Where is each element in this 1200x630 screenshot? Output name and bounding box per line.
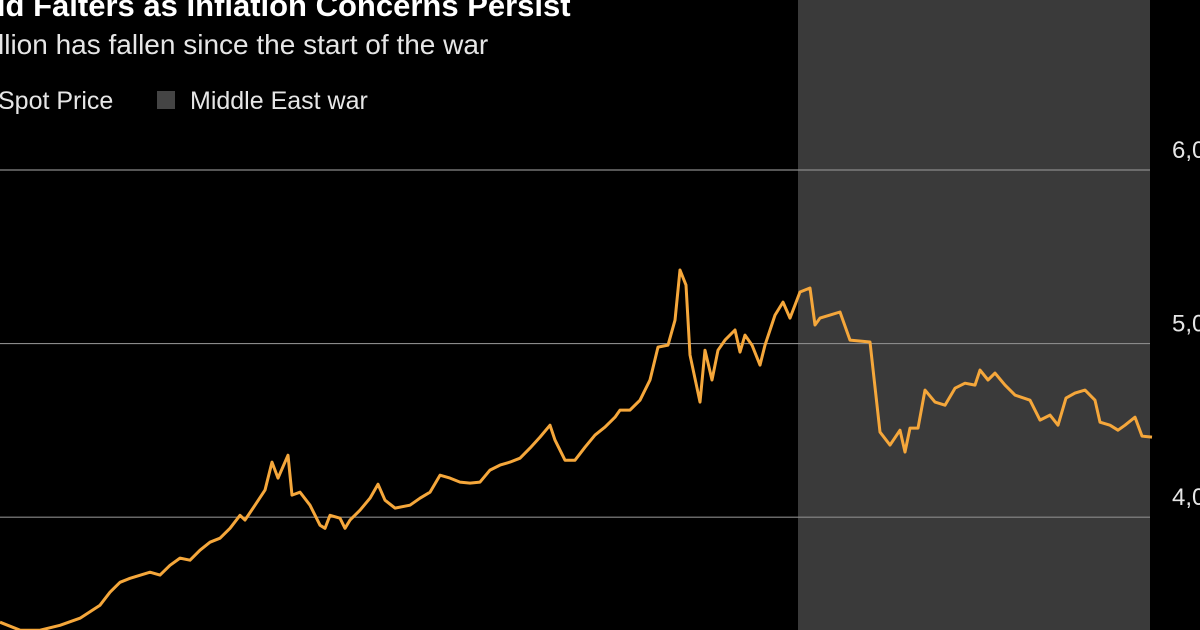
chart-subtitle: llion has fallen since the start of the … bbox=[0, 29, 488, 60]
legend: Spot Price Middle East war bbox=[0, 87, 368, 115]
shade-region bbox=[798, 0, 1150, 630]
legend-swatch bbox=[157, 91, 175, 109]
chart-title: old Falters as Inflation Concerns Persis… bbox=[0, 0, 571, 23]
price-line bbox=[0, 268, 1153, 630]
legend-label: Spot Price bbox=[0, 87, 113, 115]
legend-label: Middle East war bbox=[190, 87, 368, 115]
y-tick-label: 5,000 bbox=[1172, 311, 1200, 338]
y-tick-label: 4,000 bbox=[1172, 484, 1200, 511]
y-tick-label: 6,000 bbox=[1172, 137, 1200, 164]
